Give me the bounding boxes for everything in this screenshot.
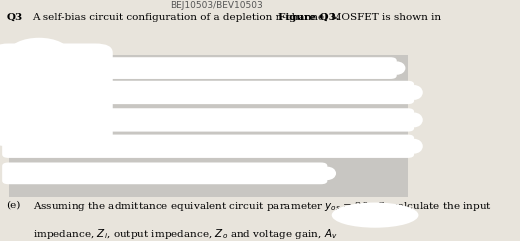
Text: Figure Q3.: Figure Q3.	[278, 13, 339, 22]
Bar	[9, 55, 408, 197]
FancyBboxPatch shape	[0, 43, 113, 147]
Text: Q3: Q3	[7, 13, 23, 22]
Text: Assuming the admittance equivalent circuit parameter $y_{os}$ = 20 $\mu$S, calcu: Assuming the admittance equivalent circu…	[33, 200, 492, 213]
Text: BEJ10503/BEV10503: BEJ10503/BEV10503	[171, 1, 263, 10]
FancyBboxPatch shape	[2, 81, 414, 104]
FancyBboxPatch shape	[2, 162, 328, 184]
FancyBboxPatch shape	[2, 57, 397, 79]
Ellipse shape	[332, 202, 419, 228]
FancyBboxPatch shape	[2, 108, 414, 132]
Ellipse shape	[388, 61, 406, 75]
Ellipse shape	[406, 85, 423, 100]
Ellipse shape	[319, 167, 336, 180]
Text: A self-bias circuit configuration of a depletion n-channel MOSFET is shown in: A self-bias circuit configuration of a d…	[33, 13, 445, 22]
Text: impedance, $Z_i$, output impedance, $Z_o$ and voltage gain, $A_v$: impedance, $Z_i$, output impedance, $Z_o…	[33, 227, 337, 241]
Ellipse shape	[406, 139, 423, 154]
Ellipse shape	[406, 113, 423, 127]
Ellipse shape	[9, 38, 69, 67]
FancyBboxPatch shape	[2, 134, 414, 158]
Text: (e): (e)	[7, 200, 21, 209]
